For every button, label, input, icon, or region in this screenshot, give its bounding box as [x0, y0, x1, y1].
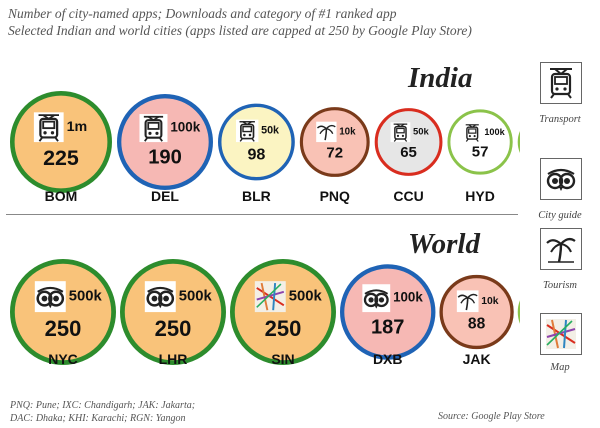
tram-icon	[235, 119, 259, 143]
bubble-dac: 4410kDAC	[517, 300, 520, 324]
downloads-label: 500k	[179, 289, 213, 305]
legend-city-guide-box	[540, 158, 582, 200]
downloads-label: 10k	[481, 296, 499, 307]
app-count-label: 57	[472, 144, 489, 161]
tram-icon	[33, 112, 64, 143]
footnote-line-2: DAC: Dhaka; KHI: Karachi; RGN: Yangon	[10, 413, 186, 424]
app-count-label: 250	[45, 316, 82, 341]
section-label-world: World	[408, 228, 480, 260]
city-code-label: SIN	[271, 351, 294, 367]
source-note: Source: Google Play Store	[438, 411, 545, 422]
owl-icon	[546, 168, 576, 191]
palm-tree-icon	[546, 237, 576, 263]
tram-icon	[390, 122, 411, 143]
legend-map-box	[540, 313, 582, 355]
owl-icon	[144, 281, 176, 313]
bubble-ccu: 65 50k CCU	[374, 108, 443, 204]
bubble-del: 190 100k DEL	[116, 94, 213, 204]
bubble-jak: 88 10k JAK	[439, 274, 514, 367]
downloads-label: 500k	[289, 289, 323, 305]
legend-transport-label: Transport	[539, 114, 581, 125]
downloads-label: 50k	[261, 125, 279, 137]
city-code-label: HYD	[465, 188, 495, 204]
city-code-label: DEL	[151, 188, 179, 204]
city-code-label: BLR	[242, 188, 271, 204]
palm-tree-icon	[316, 121, 337, 143]
bubble-lhr: 250 500k LHR	[119, 259, 226, 367]
app-count-label: 98	[247, 145, 265, 163]
map-icon	[546, 319, 576, 349]
bubble-dxb: 187 100k DXB	[339, 264, 436, 367]
app-count-label: 250	[155, 316, 192, 341]
legend-city-guide-label: City guide	[538, 210, 582, 221]
bubble-sin: 250 500k SIN	[229, 259, 336, 367]
city-code-label: NYC	[48, 351, 78, 367]
app-count-label: 187	[371, 316, 404, 338]
app-count-label: 250	[265, 316, 302, 341]
legend-tourism-label: Tourism	[542, 280, 578, 291]
bubble-chart: 225 1m BOM 190 100k DEL 98 50k BLR 72 10k PNQ 65 50k C…	[9, 91, 520, 367]
app-count-label: 72	[326, 145, 343, 162]
app-count-label: 65	[400, 144, 417, 161]
bubble-bom: 225 1m BOM	[10, 91, 112, 204]
city-code-label: PNQ	[320, 188, 350, 204]
city-code-label: CCU	[393, 188, 423, 204]
app-count-label: 190	[148, 147, 182, 169]
legend-tourism-box	[540, 228, 582, 270]
bubble-nyc: 250 500k NYC	[9, 259, 117, 367]
app-count-label: 88	[468, 316, 486, 333]
downloads-label: 1m	[67, 119, 88, 135]
owl-icon	[362, 284, 391, 313]
bubble-ahm: 26AHM	[517, 131, 520, 153]
section-label-india: India	[408, 62, 473, 94]
bubble-pnq: 72 10k PNQ	[299, 107, 370, 204]
footnote-line-1: PNQ: Pune; IXC: Chandigarh; JAK: Jakarta…	[10, 400, 196, 411]
tram-icon	[462, 123, 482, 143]
chart-title: Number of city-named apps; Downloads and…	[8, 6, 397, 21]
downloads-label: 10k	[339, 126, 356, 137]
owl-icon	[34, 281, 66, 313]
bubble-circle	[517, 300, 520, 324]
city-code-label: DXB	[373, 351, 403, 367]
city-code-label: LHR	[159, 351, 188, 367]
legend-transport-box	[540, 62, 582, 104]
city-code-label: JAK	[463, 351, 491, 367]
app-count-label: 225	[43, 146, 79, 170]
downloads-label: 100k	[393, 290, 423, 305]
downloads-label: 100k	[170, 120, 200, 135]
bubble-circle	[517, 131, 520, 153]
palm-tree-icon	[456, 290, 479, 313]
bubble-hyd: 57 100k HYD	[447, 109, 513, 204]
city-code-label: BOM	[45, 188, 78, 204]
tram-icon	[139, 114, 168, 143]
bubble-blr: 98 50k BLR	[217, 103, 295, 204]
downloads-label: 100k	[484, 127, 505, 137]
legend-map-label: Map	[550, 362, 570, 373]
tram-icon	[550, 68, 572, 99]
downloads-label: 500k	[69, 289, 103, 305]
chart-subtitle: Selected Indian and world cities (apps l…	[8, 23, 472, 38]
section-divider	[6, 214, 518, 215]
downloads-label: 50k	[413, 127, 430, 138]
map-icon	[254, 281, 286, 313]
